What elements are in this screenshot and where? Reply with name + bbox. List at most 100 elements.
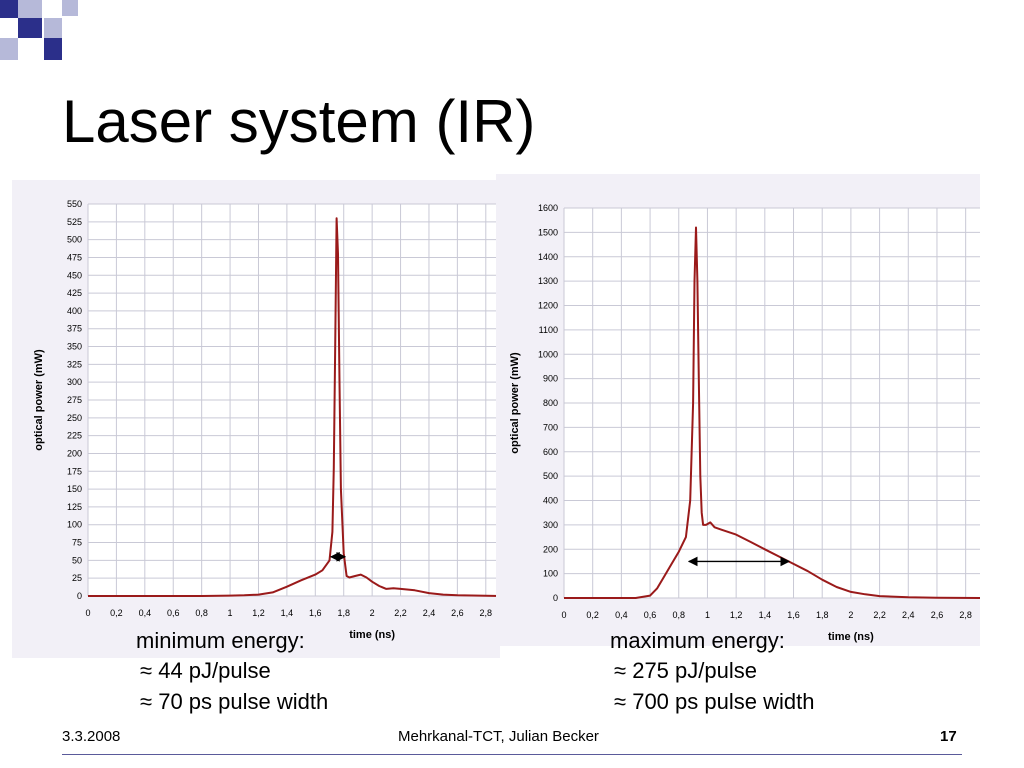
logo-square-5 (44, 18, 62, 38)
x-axis-label: time (ns) (828, 631, 874, 643)
x-tick-label: 0,6 (644, 610, 657, 620)
y-tick-label: 1600 (538, 203, 558, 213)
y-tick-label: 1400 (538, 252, 558, 262)
x-tick-label: 1,6 (309, 608, 322, 618)
logo-square-4 (18, 18, 42, 38)
footer-title: Mehrkanal-TCT, Julian Becker (398, 728, 599, 745)
y-tick-label: 1100 (539, 325, 558, 335)
y-tick-label: 1200 (538, 301, 558, 311)
y-tick-label: 450 (67, 270, 82, 280)
y-tick-label: 0 (553, 593, 558, 603)
bullet-min-width: ≈ 70 ps pulse width (140, 689, 328, 715)
x-axis-label: time (ns) (349, 629, 395, 641)
x-tick-label: 2,2 (394, 608, 407, 618)
approx-symbol: ≈ (140, 658, 153, 683)
logo-square-7 (44, 38, 62, 60)
y-tick-label: 525 (67, 217, 82, 227)
y-tick-label: 550 (67, 199, 82, 209)
y-tick-label: 325 (67, 359, 82, 369)
y-tick-label: 300 (67, 377, 82, 387)
x-tick-label: 1,8 (816, 610, 829, 620)
footer-page-number: 17 (940, 728, 957, 745)
y-tick-label: 0 (77, 591, 82, 601)
y-tick-label: 500 (543, 471, 558, 481)
bullet-text: 275 pJ/pulse (632, 658, 757, 683)
x-tick-label: 1,2 (730, 610, 743, 620)
y-tick-label: 900 (543, 374, 558, 384)
y-tick-label: 100 (543, 569, 558, 579)
y-tick-label: 225 (67, 431, 82, 441)
x-tick-label: 1,2 (252, 608, 265, 618)
x-tick-label: 0,8 (195, 608, 208, 618)
bullet-max-energy: ≈ 275 pJ/pulse (614, 658, 757, 684)
y-tick-label: 175 (67, 466, 82, 476)
y-tick-label: 250 (67, 413, 82, 423)
y-tick-label: 1300 (538, 276, 558, 286)
bullet-max-width: ≈ 700 ps pulse width (614, 689, 814, 715)
y-tick-label: 75 (72, 538, 82, 548)
energy-label-max: maximum energy: (610, 628, 785, 653)
footer-date: 3.3.2008 (62, 728, 121, 745)
x-tick-label: 0,4 (615, 610, 628, 620)
footer-rule (62, 754, 962, 755)
x-tick-label: 1,8 (337, 608, 350, 618)
x-tick-label: 2,2 (873, 610, 886, 620)
x-tick-label: 0 (85, 608, 90, 618)
x-tick-label: 2,4 (423, 608, 436, 618)
y-tick-label: 700 (543, 422, 558, 432)
logo-square-3 (62, 0, 78, 16)
y-axis-label: optical power (mW) (33, 349, 45, 451)
logo-square-1 (0, 0, 18, 18)
x-tick-label: 2,8 (480, 608, 493, 618)
y-tick-label: 275 (67, 395, 82, 405)
y-tick-label: 150 (67, 484, 82, 494)
approx-symbol: ≈ (140, 689, 153, 714)
x-tick-label: 1 (228, 608, 233, 618)
chart-min-energy: 0255075100125150175200225250275300325350… (33, 199, 500, 641)
bullet-text: 70 ps pulse width (158, 689, 329, 714)
x-tick-label: 1,4 (759, 610, 772, 620)
x-tick-label: 1,6 (787, 610, 800, 620)
y-tick-label: 300 (543, 520, 558, 530)
chart-panel-min: 0 25 50 75 100 125 150 175 200 225 250 275 300 325 350… (12, 180, 500, 658)
x-tick-label: 1,4 (281, 608, 294, 618)
bullet-min-energy: ≈ 44 pJ/pulse (140, 658, 271, 684)
series-line (88, 217, 500, 597)
y-tick-label: 200 (67, 448, 82, 458)
x-tick-label: 2,4 (902, 610, 915, 620)
approx-symbol: ≈ (614, 658, 627, 683)
y-tick-label: 100 (67, 520, 82, 530)
x-tick-label: 2,8 (959, 610, 972, 620)
y-tick-label: 475 (67, 252, 82, 262)
x-tick-label: 2 (370, 608, 375, 618)
y-tick-label: 200 (543, 544, 558, 554)
y-axis-label: optical power (mW) (509, 352, 521, 454)
y-tick-label: 1000 (538, 349, 558, 359)
logo-square-6 (0, 38, 18, 60)
series-line (564, 226, 980, 599)
x-tick-label: 0,8 (673, 610, 686, 620)
y-tick-label: 50 (72, 555, 82, 565)
logo-square-2 (18, 0, 42, 18)
x-tick-label: 0,6 (167, 608, 180, 618)
x-tick-label: 0,4 (139, 608, 152, 618)
y-tick-label: 600 (543, 447, 558, 457)
y-tick-label: 125 (67, 502, 82, 512)
x-tick-label: 0,2 (586, 610, 599, 620)
x-tick-label: 0 (561, 610, 566, 620)
bullet-text: 44 pJ/pulse (158, 658, 271, 683)
chart-max-energy: 0100200300400500600700800900100011001200… (509, 203, 980, 643)
bullet-text: 700 ps pulse width (632, 689, 815, 714)
x-tick-label: 0,2 (110, 608, 123, 618)
x-tick-label: 2,6 (931, 610, 944, 620)
y-tick-label: 400 (543, 496, 558, 506)
y-tick-label: 425 (67, 288, 82, 298)
x-tick-label: 2 (848, 610, 853, 620)
y-tick-label: 350 (67, 342, 82, 352)
slide-title: Laser system (IR) (62, 88, 536, 155)
x-tick-label: 2,6 (451, 608, 464, 618)
approx-symbol: ≈ (614, 689, 627, 714)
x-tick-label: 1 (705, 610, 710, 620)
energy-label-min: minimum energy: (136, 628, 305, 653)
y-tick-label: 400 (67, 306, 82, 316)
